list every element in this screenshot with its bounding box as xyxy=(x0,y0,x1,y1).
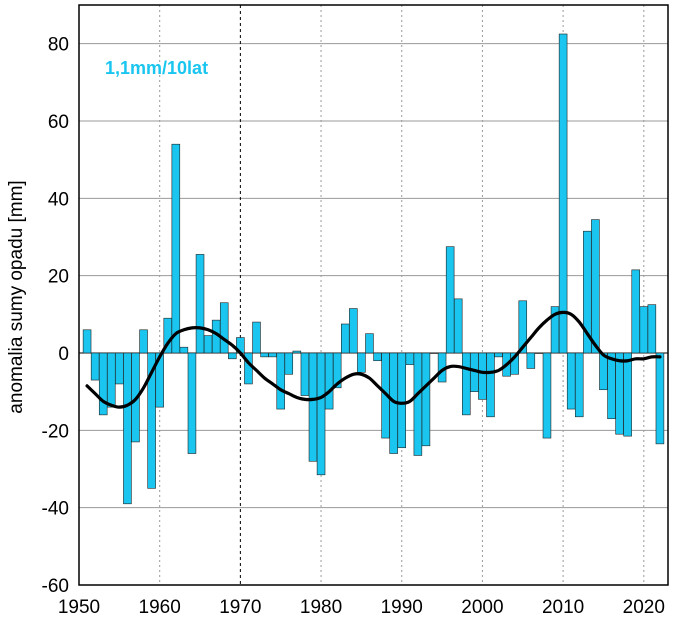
y-tick-label: 20 xyxy=(48,267,69,288)
bar xyxy=(98,352,108,416)
bar xyxy=(107,352,116,408)
bar xyxy=(316,352,326,476)
bar xyxy=(308,352,318,462)
smoothed-trend-line xyxy=(85,310,662,409)
bar xyxy=(591,219,600,354)
y-tick-label: 80 xyxy=(48,35,69,56)
x-tick-label: 2020 xyxy=(623,597,665,618)
y-tick-labels: -60 -40 -20 0 20 40 60 80 xyxy=(42,35,69,597)
bar xyxy=(179,346,189,354)
x-tick-label: 2010 xyxy=(542,597,584,618)
bar xyxy=(462,352,471,416)
bar xyxy=(276,352,285,410)
bar xyxy=(115,352,124,385)
bars xyxy=(82,33,665,505)
y-tick-label: -20 xyxy=(42,421,69,442)
bar xyxy=(655,352,665,445)
bar xyxy=(542,352,552,439)
bar xyxy=(349,308,358,354)
bar xyxy=(615,352,624,435)
y-tick-label: 60 xyxy=(48,112,69,133)
bar xyxy=(486,352,495,418)
bar xyxy=(260,352,269,358)
bar xyxy=(357,352,366,373)
bar xyxy=(526,352,536,369)
bar xyxy=(268,352,277,358)
bar xyxy=(187,352,197,454)
bar xyxy=(566,352,576,410)
bar xyxy=(631,269,640,354)
x-tick-label: 1990 xyxy=(381,597,423,618)
bar xyxy=(155,352,164,408)
bar xyxy=(494,352,503,358)
bar xyxy=(647,304,657,354)
bar xyxy=(171,143,181,354)
bar xyxy=(639,306,649,354)
bar xyxy=(82,329,92,354)
y-axis-title: anomalia sumy opadu [mm] xyxy=(6,180,27,413)
bar xyxy=(147,352,156,489)
x-tick-labels: 1950 1960 1970 1980 1990 2000 2010 2020 xyxy=(58,597,665,618)
bar xyxy=(534,352,544,354)
x-tick-label: 1970 xyxy=(219,597,261,618)
y-tick-label: 0 xyxy=(58,344,69,365)
bar xyxy=(421,352,431,447)
x-tick-label: 1960 xyxy=(139,597,181,618)
bar xyxy=(445,246,455,354)
bar xyxy=(413,352,423,456)
x-tick-label: 1980 xyxy=(300,597,342,618)
bar xyxy=(292,350,302,354)
bar xyxy=(139,329,148,354)
bar xyxy=(90,352,100,381)
bar xyxy=(300,352,310,396)
y-tick-label: -60 xyxy=(42,576,69,597)
smooth-curve-layer xyxy=(85,310,662,409)
bar xyxy=(453,298,463,354)
plot-frame xyxy=(78,4,669,586)
bar xyxy=(203,335,213,354)
bar xyxy=(219,302,229,354)
trend-annotation: 1,1mm/10lat xyxy=(105,58,208,78)
y-tick-label: -40 xyxy=(42,499,69,520)
bar xyxy=(123,352,132,505)
bar xyxy=(373,352,382,362)
bar xyxy=(607,352,616,420)
bar xyxy=(252,321,261,354)
bar xyxy=(574,352,584,418)
bar xyxy=(623,352,632,437)
bar xyxy=(324,352,334,410)
bar xyxy=(429,352,439,354)
bar xyxy=(397,352,406,449)
bar xyxy=(478,352,487,400)
bar xyxy=(195,254,205,354)
bar xyxy=(510,352,519,375)
bar xyxy=(599,352,608,391)
grid xyxy=(79,5,668,586)
bar xyxy=(228,352,237,360)
bar xyxy=(518,300,528,354)
x-tick-label: 1950 xyxy=(58,597,100,618)
bar xyxy=(332,352,342,389)
bar xyxy=(558,33,568,354)
bar xyxy=(405,352,415,365)
bar xyxy=(341,323,350,354)
bar xyxy=(365,333,374,354)
bar xyxy=(284,352,294,375)
y-tick-label: 40 xyxy=(48,189,69,210)
x-tick-label: 2000 xyxy=(461,597,503,618)
